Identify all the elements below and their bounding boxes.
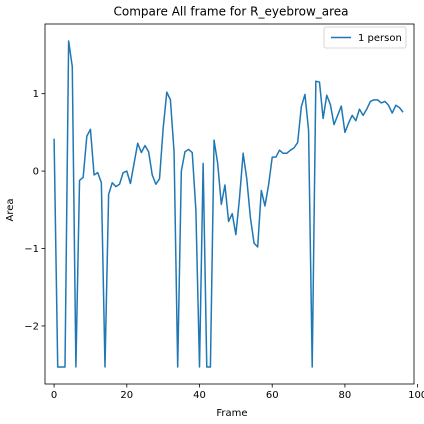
- y-tick-label: −2: [24, 321, 39, 332]
- series-line-1-person: [53, 40, 404, 368]
- y-axis: −2 −1 0 1: [24, 89, 45, 332]
- x-tick-label: 60: [266, 390, 279, 401]
- axes-frame: [44, 23, 415, 385]
- x-tick-label: 20: [120, 390, 133, 401]
- y-tick-label: 0: [33, 167, 39, 178]
- x-tick-label: 0: [51, 390, 57, 401]
- chart-title: Compare All frame for R_eyebrow_area: [113, 5, 348, 19]
- legend-label-1-person: 1 person: [358, 33, 402, 44]
- plot-area: [44, 23, 415, 385]
- legend-box: [323, 26, 407, 49]
- x-axis: 0 20 40 60 80 100: [51, 384, 424, 401]
- x-tick-label: 80: [339, 390, 352, 401]
- x-axis-label: Frame: [216, 408, 247, 419]
- y-tick-label: 1: [33, 89, 39, 100]
- legend: 1 person: [323, 26, 407, 49]
- y-axis-label: Area: [5, 198, 16, 221]
- x-tick-label: 40: [193, 390, 206, 401]
- y-tick-label: −1: [24, 244, 39, 255]
- x-tick-label: 100: [408, 390, 424, 401]
